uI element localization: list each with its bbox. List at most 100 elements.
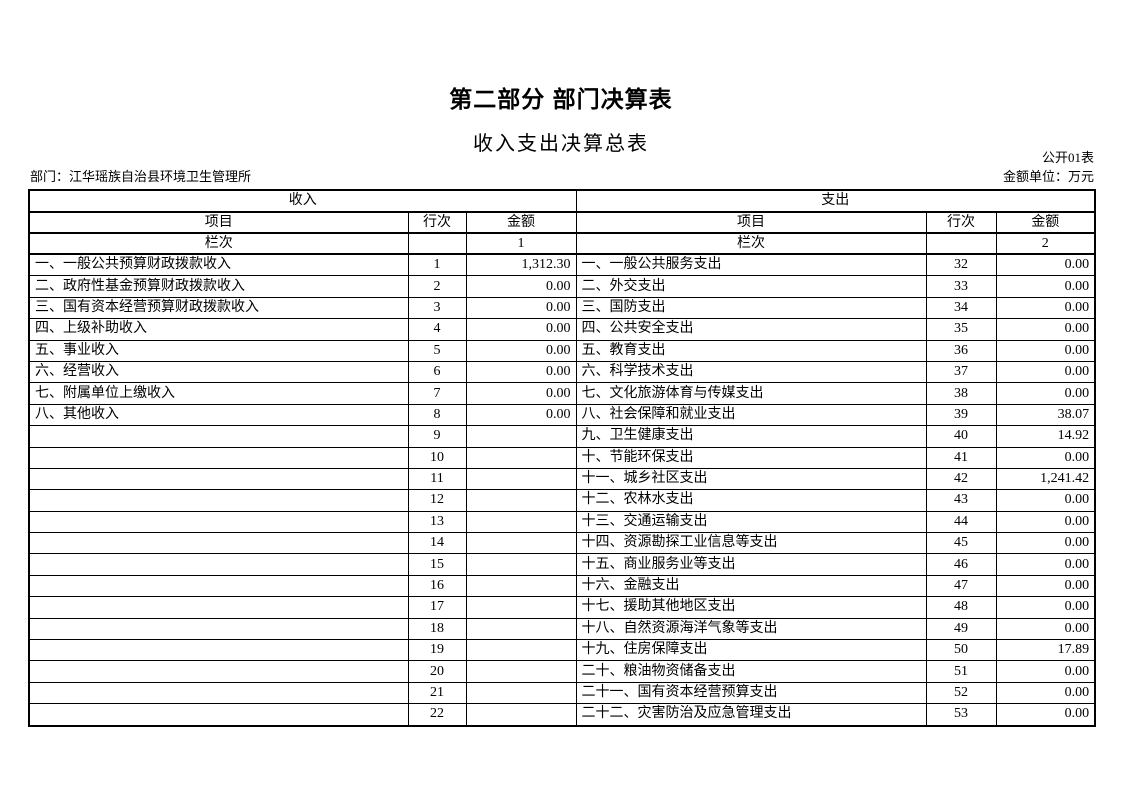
table-code: 公开01表 (1041, 150, 1094, 165)
income-rowno-cell: 10 (407, 446, 467, 469)
expense-item-cell: 四、公共安全支出 (575, 318, 927, 341)
income-item-cell: 二、政府性基金预算财政拨款收入 (28, 275, 409, 298)
expense-item-header: 项目 (575, 211, 927, 234)
income-rowno-cell: 17 (407, 596, 467, 619)
expense-item-cell: 十九、住房保障支出 (575, 639, 927, 662)
table-row: 16 十六、金融支出 47 0.00 (28, 574, 1096, 598)
income-amount-cell (465, 446, 577, 469)
income-item-cell (28, 703, 409, 727)
income-item-cell (28, 553, 409, 576)
table-row: 一、一般公共预算财政拨款收入 1 1,312.30 一、一般公共服务支出 32 … (28, 253, 1096, 277)
income-item-cell (28, 510, 409, 534)
expense-item-cell: 十、节能环保支出 (575, 446, 927, 469)
income-rowno-cell: 6 (407, 360, 467, 384)
income-col-index: 1 (465, 232, 577, 255)
expense-rowno-cell: 38 (925, 382, 997, 405)
income-amount-cell: 0.00 (465, 296, 577, 320)
expense-item-cell: 十五、商业服务业等支出 (575, 553, 927, 576)
income-item-cell: 六、经营收入 (28, 360, 409, 384)
income-group-header: 收入 (28, 189, 577, 213)
table-group-header-row: 收入 支出 (28, 189, 1096, 213)
income-amount-cell: 0.00 (465, 339, 577, 362)
expense-item-cell: 三、国防支出 (575, 296, 927, 320)
income-rowno-cell: 7 (407, 382, 467, 405)
section-title: 第二部分 部门决算表 (449, 86, 673, 112)
expense-item-cell: 九、卫生健康支出 (575, 425, 927, 448)
expense-item-cell: 一、一般公共服务支出 (575, 253, 927, 277)
table-row: 19 十九、住房保障支出 50 17.89 (28, 639, 1096, 662)
income-rowno-cell: 20 (407, 660, 467, 683)
expense-amount-cell: 0.00 (995, 510, 1096, 534)
table-row: 七、附属单位上缴收入 7 0.00 七、文化旅游体育与传媒支出 38 0.00 (28, 382, 1096, 405)
table-row: 20 二十、粮油物资储备支出 51 0.00 (28, 660, 1096, 683)
income-item-cell (28, 489, 409, 512)
expense-item-cell: 十四、资源勘探工业信息等支出 (575, 532, 927, 555)
income-item-cell: 三、国有资本经营预算财政拨款收入 (28, 296, 409, 320)
expense-rowno-header: 行次 (925, 211, 997, 234)
expense-item-cell: 十七、援助其他地区支出 (575, 596, 927, 619)
expense-rowno-cell: 40 (925, 425, 997, 448)
expense-rowno-cell: 48 (925, 596, 997, 619)
expense-item-cell: 六、科学技术支出 (575, 360, 927, 384)
expense-rowno-cell: 47 (925, 574, 997, 598)
expense-item-cell: 十八、自然资源海洋气象等支出 (575, 617, 927, 641)
table-row: 22 二十二、灾害防治及应急管理支出 53 0.00 (28, 703, 1096, 727)
income-item-cell (28, 532, 409, 555)
table-row: 四、上级补助收入 4 0.00 四、公共安全支出 35 0.00 (28, 318, 1096, 341)
income-rowno-header: 行次 (407, 211, 467, 234)
table-column-header-row: 项目 行次 金额 项目 行次 金额 (28, 211, 1096, 234)
expense-amount-cell: 14.92 (995, 425, 1096, 448)
expense-amount-cell: 0.00 (995, 489, 1096, 512)
expense-rowno-cell: 43 (925, 489, 997, 512)
income-rowno-cell: 12 (407, 489, 467, 512)
table-row: 11 十一、城乡社区支出 42 1,241.42 (28, 467, 1096, 491)
expense-group-header: 支出 (575, 189, 1096, 213)
income-rowno-cell: 18 (407, 617, 467, 641)
expense-item-cell: 二、外交支出 (575, 275, 927, 298)
income-item-cell: 四、上级补助收入 (28, 318, 409, 341)
expense-amount-cell: 0.00 (995, 596, 1096, 619)
income-item-cell (28, 681, 409, 705)
expense-amount-cell: 0.00 (995, 382, 1096, 405)
income-item-header: 项目 (28, 211, 409, 234)
income-amount-cell: 0.00 (465, 275, 577, 298)
income-amount-cell (465, 703, 577, 727)
unit-line: 金额单位：万元 (1002, 169, 1094, 184)
expense-rowno-cell: 52 (925, 681, 997, 705)
expense-amount-cell: 17.89 (995, 639, 1096, 662)
table-row: 八、其他收入 8 0.00 八、社会保障和就业支出 39 38.07 (28, 403, 1096, 427)
expense-rowno-cell: 35 (925, 318, 997, 341)
income-rowno-cell: 21 (407, 681, 467, 705)
income-amount-cell: 0.00 (465, 360, 577, 384)
expense-item-cell: 十二、农林水支出 (575, 489, 927, 512)
income-amount-cell (465, 574, 577, 598)
expense-rowno-cell: 36 (925, 339, 997, 362)
table-row: 六、经营收入 6 0.00 六、科学技术支出 37 0.00 (28, 360, 1096, 384)
expense-item-cell: 八、社会保障和就业支出 (575, 403, 927, 427)
income-amount-cell: 0.00 (465, 403, 577, 427)
table-body: 一、一般公共预算财政拨款收入 1 1,312.30 一、一般公共服务支出 32 … (28, 253, 1096, 727)
table-column-index-row: 栏次 1 栏次 2 (28, 232, 1096, 255)
income-rowno-cell: 11 (407, 467, 467, 491)
income-item-cell (28, 446, 409, 469)
expense-item-cell: 十一、城乡社区支出 (575, 467, 927, 491)
expense-amount-header: 金额 (995, 211, 1096, 234)
table-row: 12 十二、农林水支出 43 0.00 (28, 489, 1096, 512)
income-amount-cell (465, 681, 577, 705)
table-row: 13 十三、交通运输支出 44 0.00 (28, 510, 1096, 534)
income-amount-cell (465, 532, 577, 555)
table-row: 三、国有资本经营预算财政拨款收入 3 0.00 三、国防支出 34 0.00 (28, 296, 1096, 320)
expense-amount-cell: 0.00 (995, 318, 1096, 341)
expense-item-cell: 五、教育支出 (575, 339, 927, 362)
income-amount-cell (465, 425, 577, 448)
table-title: 收入支出决算总表 (473, 133, 649, 155)
expense-item-cell: 十三、交通运输支出 (575, 510, 927, 534)
expense-rowno-cell: 45 (925, 532, 997, 555)
table-row: 9 九、卫生健康支出 40 14.92 (28, 425, 1096, 448)
expense-item-cell: 七、文化旅游体育与传媒支出 (575, 382, 927, 405)
income-item-cell (28, 467, 409, 491)
income-rowno-cell: 15 (407, 553, 467, 576)
expense-rowno-cell: 50 (925, 639, 997, 662)
expense-item-cell: 十六、金融支出 (575, 574, 927, 598)
income-amount-cell (465, 596, 577, 619)
